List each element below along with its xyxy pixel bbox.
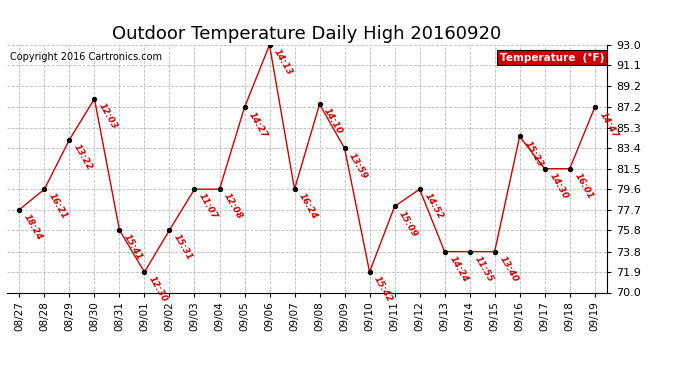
Point [189,186,200,192]
Point [489,249,500,255]
Point [364,269,375,275]
Point [114,227,125,233]
Text: 14:52: 14:52 [422,192,444,221]
Text: 14:24: 14:24 [447,254,469,284]
Point [239,104,250,110]
Text: 18:24: 18:24 [22,212,44,242]
Text: 16:01: 16:01 [573,171,595,201]
Text: 12:30: 12:30 [147,275,169,304]
Text: Copyright 2016 Cartronics.com: Copyright 2016 Cartronics.com [10,53,162,62]
Point [339,145,350,151]
Text: 14:30: 14:30 [547,171,569,201]
Text: 15:41: 15:41 [122,233,144,262]
Text: 11:55: 11:55 [473,254,495,284]
Point [314,101,325,107]
Text: 15:42: 15:42 [373,275,395,304]
Point [414,186,425,192]
Point [514,134,525,140]
Text: 15:31: 15:31 [172,233,195,262]
Point [539,166,550,172]
Point [289,186,300,192]
Text: 16:24: 16:24 [297,192,319,221]
Text: 12:03: 12:03 [97,102,119,131]
Point [164,227,175,233]
Text: 12:08: 12:08 [222,192,244,221]
Text: 15:23: 15:23 [522,139,544,168]
Point [564,166,575,172]
Point [89,96,100,102]
Point [64,137,75,143]
Text: 16:21: 16:21 [47,192,69,221]
Text: 14:27: 14:27 [247,110,269,140]
Point [589,104,600,110]
Text: 14:10: 14:10 [322,107,344,136]
Point [464,249,475,255]
Text: 13:59: 13:59 [347,151,369,180]
Text: 13:40: 13:40 [497,254,520,284]
Point [14,207,25,213]
Text: 14:13: 14:13 [273,48,295,77]
Title: Outdoor Temperature Daily High 20160920: Outdoor Temperature Daily High 20160920 [112,26,502,44]
Point [214,186,225,192]
Point [389,203,400,209]
Point [264,42,275,48]
Text: 15:09: 15:09 [397,209,420,238]
Text: Temperature  (°F): Temperature (°F) [500,53,604,63]
Text: 13:22: 13:22 [72,142,95,172]
Text: 14:47: 14:47 [598,110,620,140]
Point [439,249,450,255]
Point [139,269,150,275]
Text: 11:07: 11:07 [197,192,219,221]
Point [39,186,50,192]
